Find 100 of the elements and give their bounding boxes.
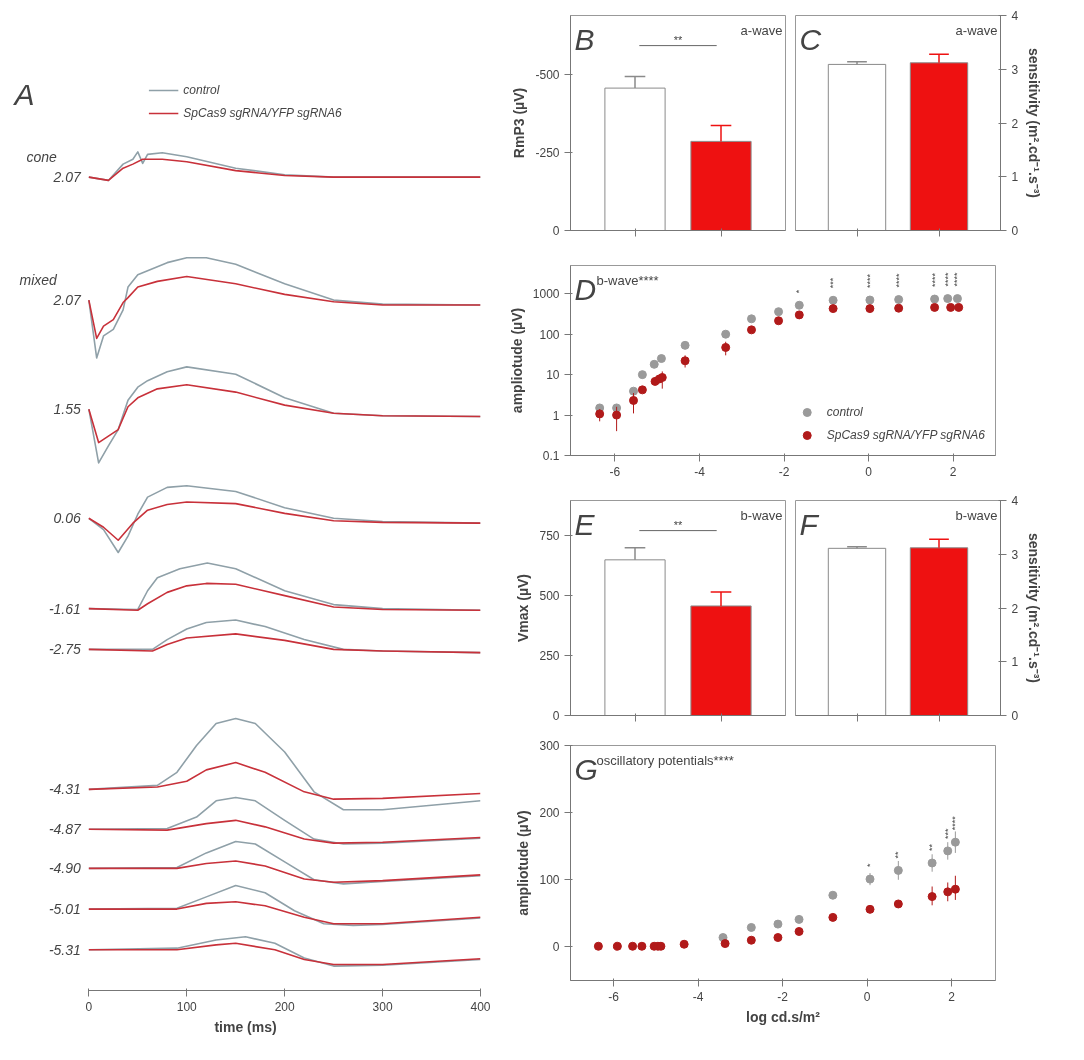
annotation: **** xyxy=(929,272,940,288)
y-axis-title: Vmax (µV) xyxy=(515,574,532,642)
x-tick-label: 300 xyxy=(372,999,393,1014)
point xyxy=(656,354,666,364)
point xyxy=(637,941,647,951)
y-axis-title: sensitivity (m².cd⁻¹.s⁻³) xyxy=(1026,47,1043,199)
annotation: -4.90 xyxy=(48,860,82,877)
chart-title: F xyxy=(799,507,820,541)
point xyxy=(894,303,904,313)
y-tick-label: 3 xyxy=(1011,62,1019,77)
point xyxy=(952,294,962,304)
point xyxy=(950,884,960,894)
point xyxy=(637,385,647,395)
y-tick-label: 500 xyxy=(539,588,560,603)
y-axis-title: sensitivity (m².cd⁻¹.s⁻³) xyxy=(1026,532,1043,684)
point xyxy=(927,892,937,902)
point xyxy=(595,409,605,419)
text: b-wave xyxy=(955,507,998,523)
annotation: -4.31 xyxy=(48,781,81,798)
chart-title: B xyxy=(574,22,595,56)
legend-label: control xyxy=(826,405,863,419)
y-tick-label: 0.1 xyxy=(542,449,560,463)
y-axis-title: ampliotude (µV) xyxy=(515,810,532,916)
point xyxy=(828,304,838,314)
point xyxy=(943,887,953,897)
x-tick-label: -2 xyxy=(777,989,789,1004)
point xyxy=(637,370,647,380)
point xyxy=(629,395,639,405)
point xyxy=(649,359,659,369)
x-tick-label: 0 xyxy=(85,999,93,1014)
point xyxy=(927,858,937,868)
annotation: **** xyxy=(864,273,875,289)
point xyxy=(629,386,639,396)
annotation: **** xyxy=(950,815,961,831)
point xyxy=(950,837,960,847)
annotation: 2.07 xyxy=(52,292,83,309)
legend-label: SpCas9 sgRNA/YFP sgRNA6 xyxy=(826,428,985,442)
annotation: * xyxy=(865,863,876,868)
point xyxy=(865,874,875,884)
x-tick-label: 2 xyxy=(948,989,956,1004)
x-axis-title: time (ms) xyxy=(214,1018,277,1035)
y-tick-label: 200 xyxy=(539,806,560,821)
annotation: * xyxy=(794,289,805,294)
y-tick-label: 0 xyxy=(1011,224,1019,238)
text: a-wave xyxy=(955,22,998,38)
x-tick-label: -4 xyxy=(692,989,704,1004)
point xyxy=(865,904,875,914)
text: mixed xyxy=(19,272,59,289)
y-tick-label: 4 xyxy=(1011,9,1019,23)
point xyxy=(794,926,804,936)
x-tick-label: 0 xyxy=(863,989,871,1004)
annotation: ** xyxy=(673,33,683,46)
point xyxy=(774,316,784,326)
annotation: -2.75 xyxy=(48,641,82,658)
x-axis-title: log cd.s/m² xyxy=(746,1008,821,1025)
y-tick-label: -250 xyxy=(535,146,560,161)
annotation: -5.01 xyxy=(48,901,81,918)
y-tick-label: 1 xyxy=(552,408,560,423)
annotation: -1.61 xyxy=(48,600,81,617)
x-tick-label: 100 xyxy=(176,999,198,1014)
point xyxy=(794,310,804,320)
y-tick-label: 1 xyxy=(1011,170,1019,185)
y-tick-label: 0 xyxy=(552,224,560,238)
text: b-wave**** xyxy=(596,272,659,288)
point xyxy=(628,941,638,951)
y-tick-label: 2 xyxy=(1011,601,1019,616)
point xyxy=(774,307,784,317)
point xyxy=(680,356,690,366)
y-tick-label: 0 xyxy=(552,940,560,955)
y-tick-label: 2 xyxy=(1011,116,1019,131)
point xyxy=(773,933,783,943)
x-tick-label: -6 xyxy=(608,989,620,1004)
chart-title: E xyxy=(574,507,596,541)
y-tick-label: 100 xyxy=(539,873,560,888)
legend-label: SpCas9 sgRNA/YFP sgRNA6 xyxy=(183,106,342,120)
chart-title: A xyxy=(12,77,35,111)
y-tick-label: 100 xyxy=(539,327,560,342)
point xyxy=(593,941,603,951)
point xyxy=(893,899,903,909)
y-axis-title: RmP3 (µV) xyxy=(511,87,528,159)
x-tick-label: 2 xyxy=(949,464,957,479)
y-tick-label: 4 xyxy=(1011,494,1019,508)
x-tick-label: 200 xyxy=(274,999,295,1014)
point xyxy=(794,300,804,310)
point xyxy=(680,340,690,350)
x-tick-label: 0 xyxy=(865,464,873,479)
text: oscillatory potentials**** xyxy=(596,752,734,768)
point xyxy=(746,922,756,932)
point xyxy=(946,302,956,312)
point xyxy=(894,295,904,305)
x-tick-label: -4 xyxy=(694,464,706,479)
point xyxy=(612,410,622,420)
y-tick-label: -500 xyxy=(535,68,560,83)
annotation: 0.06 xyxy=(53,510,82,527)
y-tick-label: 3 xyxy=(1011,547,1019,562)
point xyxy=(893,865,903,875)
chart-title: D xyxy=(574,272,597,306)
annotation: **** xyxy=(893,273,904,288)
annotation: ** xyxy=(673,518,683,531)
y-tick-label: 0 xyxy=(552,709,560,723)
